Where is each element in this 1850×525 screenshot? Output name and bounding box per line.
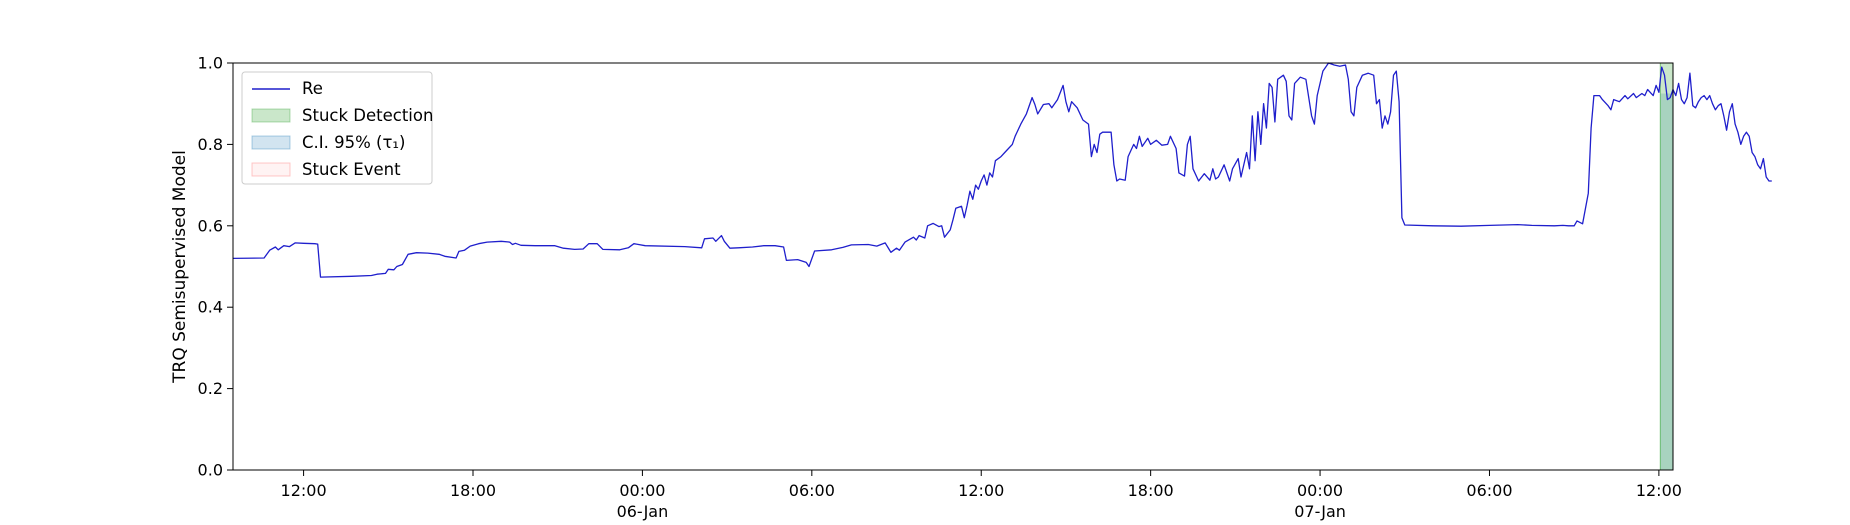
- x-tick-label: 18:00: [450, 481, 496, 500]
- y-tick-label: 0.0: [198, 461, 223, 480]
- series-line-re: [232, 62, 1772, 278]
- plot-frame: [232, 62, 1674, 471]
- legend-entry-label: Re: [302, 79, 323, 98]
- y-tick-label: 0.6: [198, 216, 223, 235]
- legend-patch-swatch: [251, 162, 291, 177]
- x-tick-label: 07-Jan: [1294, 502, 1346, 521]
- legend-entry-label: Stuck Detection: [302, 106, 433, 125]
- y-axis-label: TRQ Semisupervised Model: [170, 150, 190, 384]
- x-tick-label: 06:00: [1466, 481, 1512, 500]
- x-tick-label: 18:00: [1128, 481, 1174, 500]
- stuck-detection-band: [1660, 63, 1673, 470]
- x-tick-label: 00:00: [1297, 481, 1343, 500]
- x-axis: 12:00 18:00 00:00 06-Jan 1999 06:00 12:00 18:00…: [281, 470, 1682, 525]
- x-tick-label: 12:00: [281, 481, 327, 500]
- y-axis: 0.0 0.2 0.4 0.6 0.8 1.0: [198, 54, 233, 480]
- line-layer: [232, 62, 1772, 278]
- legend-patch-swatch: [251, 108, 291, 123]
- y-tick-label: 0.2: [198, 379, 223, 398]
- legend-entry-label: Stuck Event: [302, 160, 401, 179]
- legend-patch-swatch: [251, 135, 291, 150]
- x-tick-label: 12:00: [1636, 481, 1682, 500]
- y-tick-label: 0.4: [198, 298, 223, 317]
- legend-entry-label: C.I. 95% (τ₁): [302, 133, 405, 152]
- y-tick-label: 1.0: [198, 54, 223, 73]
- y-tick-label: 0.8: [198, 135, 223, 154]
- legend-box: [241, 71, 433, 185]
- x-tick-label: 06:00: [789, 481, 835, 500]
- bands-layer: [1659, 63, 1674, 471]
- x-tick-label: 1999: [622, 523, 663, 525]
- legend: Re Stuck Detection C.I. 95% (τ₁) Stuck Even…: [241, 71, 433, 185]
- x-tick-label: 06-Jan: [617, 502, 669, 521]
- ci-band: [1660, 93, 1673, 471]
- x-tick-label: 12:00: [958, 481, 1004, 500]
- x-tick-label: 00:00: [619, 481, 665, 500]
